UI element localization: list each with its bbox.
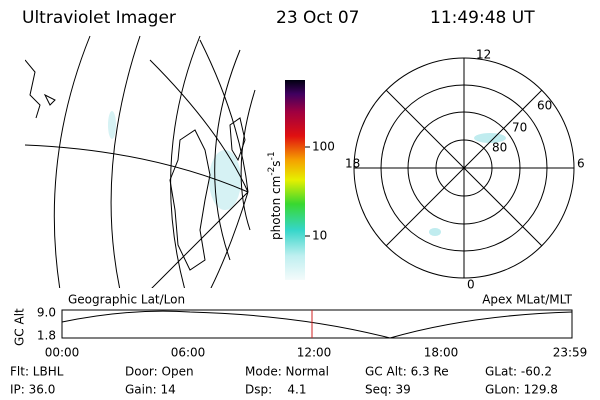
status-field: Dsp: 4.1: [245, 383, 307, 397]
lat-label: 80: [492, 141, 507, 155]
panel-label: Apex MLat/MLT: [482, 293, 572, 307]
status-field: Seq: 39: [365, 383, 411, 397]
mlt-label: 12: [476, 48, 491, 62]
date: 23 Oct 07: [276, 8, 359, 28]
x-tick-label: 00:00: [45, 346, 80, 360]
lat-label: 60: [537, 99, 552, 113]
status-field: GLon: 129.8: [485, 383, 558, 397]
status-field: IP: 36.0: [10, 383, 55, 397]
mlt-label: 6: [577, 157, 585, 171]
unit: s: [269, 160, 283, 166]
lat-label: 70: [512, 121, 527, 135]
mlt-label: 0: [467, 278, 475, 292]
y-tick-label: 9.0: [37, 306, 56, 320]
y-axis-label: GC Alt: [13, 308, 27, 346]
colorbar-label: photon cm-2s-1: [267, 151, 283, 240]
x-tick-label: 23:59: [553, 346, 588, 360]
x-tick-label: 06:00: [171, 346, 206, 360]
status-field: Gain: 14: [125, 383, 176, 397]
exp: -1: [267, 151, 277, 160]
unit: photon cm: [269, 176, 283, 240]
x-tick-label: 12:00: [297, 346, 332, 360]
status-field: Mode: Normal: [245, 365, 329, 379]
panel-label: Geographic Lat/Lon: [68, 293, 185, 307]
time: 11:49:48 UT: [430, 8, 535, 28]
geo-map: [25, 35, 256, 288]
altitude-plot: GC Alt 9.0 1.8 00:00 06:00 12:00 18:00 2…: [13, 306, 588, 360]
colorbar: [285, 80, 305, 280]
mlt-label: 18: [345, 157, 360, 171]
status-field: GC Alt: 6.3 Re: [365, 365, 449, 379]
status-field: GLat: -60.2: [485, 365, 552, 379]
colorbar-tick-label: 100: [312, 140, 335, 154]
exp: -2: [267, 167, 277, 176]
status-field: Flt: LBHL: [10, 365, 64, 379]
status-panel: Flt: LBHL Door: Open Mode: Normal GC Alt: 6…: [10, 365, 558, 397]
title: Ultraviolet Imager: [22, 8, 176, 28]
y-tick-label: 1.8: [37, 329, 56, 343]
x-tick-label: 18:00: [424, 346, 459, 360]
status-field: Door: Open: [125, 365, 194, 379]
polar-plot: 12 18 6 0 60 70 80: [345, 48, 585, 292]
colorbar-tick-label: 10: [312, 229, 327, 243]
